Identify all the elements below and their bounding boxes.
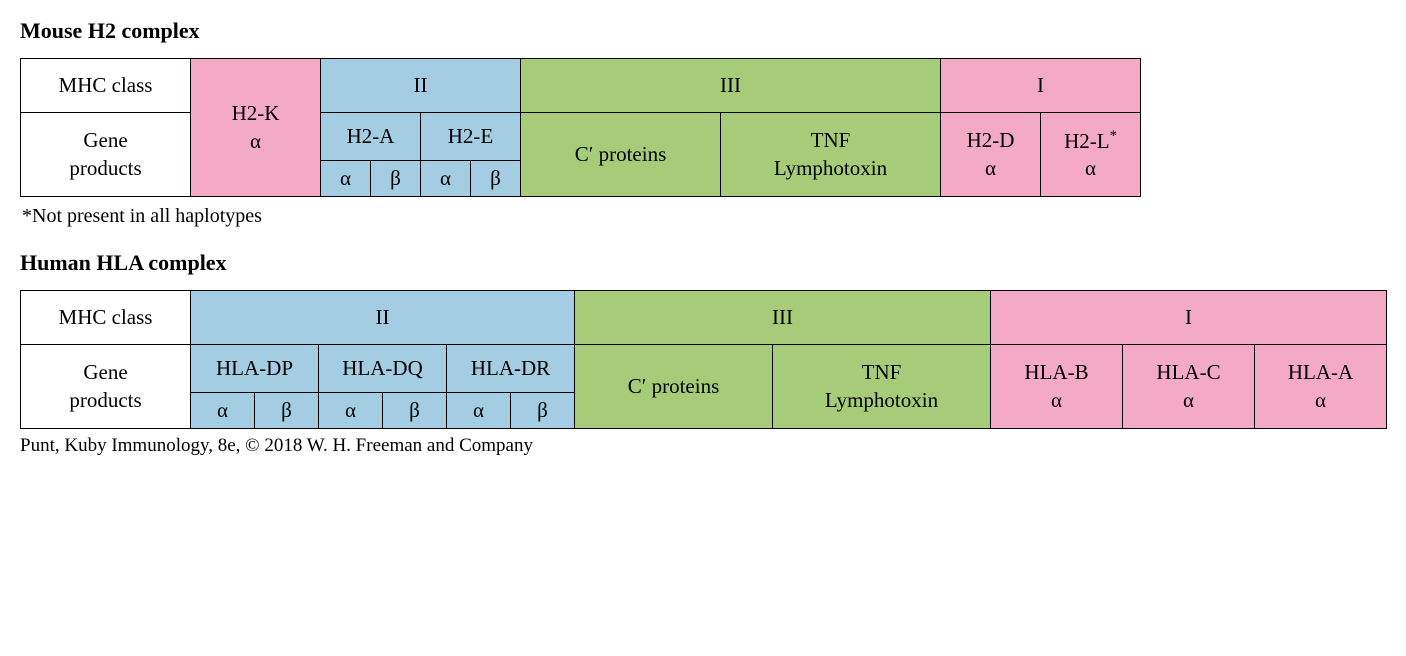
gene-products-l1: Gene bbox=[83, 128, 127, 152]
cell-dp-beta: β bbox=[255, 393, 319, 429]
mouse-table: MHC class H2-K α II III I Gene products … bbox=[20, 58, 1141, 197]
cell-h2k: H2-K α bbox=[191, 59, 321, 197]
human-table: MHC class II III I Gene products HLA-DP … bbox=[20, 290, 1387, 429]
tnf-l2: Lymphotoxin bbox=[774, 156, 887, 180]
mouse-title: Mouse H2 complex bbox=[20, 18, 1386, 44]
mouse-footnote: *Not present in all haplotypes bbox=[22, 205, 1386, 228]
gene-products-l2: products bbox=[69, 156, 141, 180]
row-label-gene-products-h: Gene products bbox=[21, 345, 191, 429]
h2l-name: H2-L bbox=[1064, 129, 1110, 153]
cell-h2a-name: H2-A bbox=[321, 113, 421, 161]
cell-dq-alpha: α bbox=[319, 393, 383, 429]
hlac-chain: α bbox=[1183, 388, 1194, 412]
cell-dq-beta: β bbox=[383, 393, 447, 429]
tnf-h-l1: TNF bbox=[862, 360, 902, 384]
hlab-chain: α bbox=[1051, 388, 1062, 412]
h2d-name: H2-D bbox=[967, 128, 1015, 152]
cell-class-i: I bbox=[941, 59, 1141, 113]
h2k-name: H2-K bbox=[232, 101, 280, 125]
cell-class-i-h: I bbox=[991, 291, 1387, 345]
cell-dq-name: HLA-DQ bbox=[319, 345, 447, 393]
cell-class-iii: III bbox=[521, 59, 941, 113]
cell-h2e-name: H2-E bbox=[421, 113, 521, 161]
h2k-chain: α bbox=[250, 129, 261, 153]
gene-products-h-l2: products bbox=[69, 388, 141, 412]
cell-hlab: HLA-B α bbox=[991, 345, 1123, 429]
h2l-sup: * bbox=[1110, 128, 1117, 144]
cell-c-proteins: C′ proteins bbox=[521, 113, 721, 197]
tnf-h-l2: Lymphotoxin bbox=[825, 388, 938, 412]
cell-h2d: H2-D α bbox=[941, 113, 1041, 197]
cell-dp-alpha: α bbox=[191, 393, 255, 429]
cell-class-ii: II bbox=[321, 59, 521, 113]
cell-h2e-beta: β bbox=[471, 161, 521, 197]
row-label-mhc-class: MHC class bbox=[21, 59, 191, 113]
cell-dr-name: HLA-DR bbox=[447, 345, 575, 393]
cell-hlac: HLA-C α bbox=[1123, 345, 1255, 429]
cell-class-ii-h: II bbox=[191, 291, 575, 345]
cell-dp-name: HLA-DP bbox=[191, 345, 319, 393]
hlaa-name: HLA-A bbox=[1288, 360, 1353, 384]
cell-dr-beta: β bbox=[511, 393, 575, 429]
h2d-chain: α bbox=[985, 156, 996, 180]
hlab-name: HLA-B bbox=[1024, 360, 1088, 384]
cell-h2a-beta: β bbox=[371, 161, 421, 197]
cell-c-proteins-h: C′ proteins bbox=[575, 345, 773, 429]
cell-h2a-alpha: α bbox=[321, 161, 371, 197]
cell-h2l: H2-L* α bbox=[1041, 113, 1141, 197]
cell-tnf-h: TNF Lymphotoxin bbox=[773, 345, 991, 429]
h2l-chain: α bbox=[1085, 156, 1096, 180]
hlaa-chain: α bbox=[1315, 388, 1326, 412]
human-title: Human HLA complex bbox=[20, 250, 1386, 276]
cell-class-iii-h: III bbox=[575, 291, 991, 345]
hlac-name: HLA-C bbox=[1156, 360, 1220, 384]
gene-products-h-l1: Gene bbox=[83, 360, 127, 384]
cell-h2e-alpha: α bbox=[421, 161, 471, 197]
cell-hlaa: HLA-A α bbox=[1255, 345, 1387, 429]
cell-tnf: TNF Lymphotoxin bbox=[721, 113, 941, 197]
cell-dr-alpha: α bbox=[447, 393, 511, 429]
row-label-mhc-class-h: MHC class bbox=[21, 291, 191, 345]
tnf-l1: TNF bbox=[811, 128, 851, 152]
credit-line: Punt, Kuby Immunology, 8e, © 2018 W. H. … bbox=[20, 435, 1386, 457]
row-label-gene-products: Gene products bbox=[21, 113, 191, 197]
